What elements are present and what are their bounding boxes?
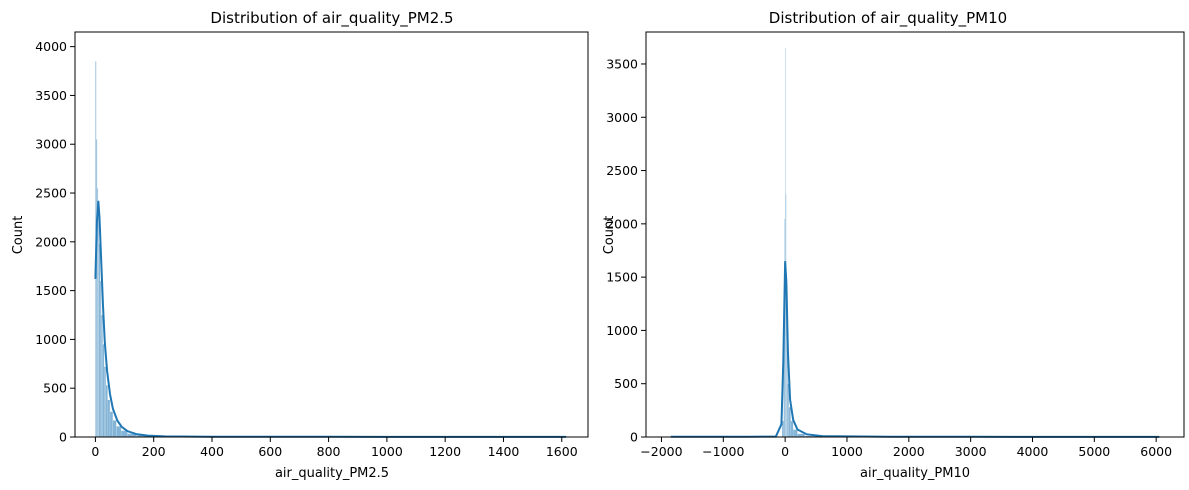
axes-frame	[645, 31, 1185, 438]
x-tick-label: 800	[317, 444, 341, 459]
histogram-bar	[788, 407, 791, 438]
histogram-bar	[102, 344, 105, 438]
x-tick-label: 200	[142, 444, 166, 459]
histogram-bar	[793, 429, 798, 438]
histogram-bar	[99, 280, 102, 438]
x-tick-label: 600	[258, 444, 282, 459]
y-tick-label: 500	[614, 376, 638, 391]
x-axis-label: air_quality_PM2.5	[275, 466, 389, 481]
y-tick-label: 2500	[606, 163, 638, 178]
x-tick-label: 2000	[893, 444, 925, 459]
x-tick-label: 0	[781, 444, 789, 459]
histogram-bar	[101, 314, 103, 438]
y-tick-label: 0	[630, 430, 638, 445]
x-axis-ticks: 0 200 400 600 800 1000 1200 1400 1600	[91, 437, 578, 459]
x-tick-label: 1000	[371, 444, 403, 459]
histogram-bar	[96, 139, 98, 438]
x-axis-ticks: −2000 −1000 0 1000 2000 3000 4000 5000 6000	[640, 437, 1172, 459]
y-tick-label: 1000	[606, 323, 638, 338]
x-tick-label: 3000	[955, 444, 987, 459]
x-tick-label: 1400	[488, 444, 520, 459]
y-axis-label: Count	[11, 216, 26, 255]
x-tick-label: 4000	[1017, 444, 1049, 459]
histogram-bar	[790, 420, 794, 438]
x-tick-label: 5000	[1078, 444, 1110, 459]
x-tick-label: 6000	[1140, 444, 1172, 459]
chart-title: Distribution of air_quality_PM2.5	[210, 9, 453, 28]
histogram-bar	[112, 420, 117, 438]
y-tick-label: 3000	[35, 137, 67, 152]
y-tick-label: 3000	[606, 110, 638, 125]
y-axis-ticks: 0 500 1000 1500 2000 2500 3000 3500 4000	[35, 39, 75, 445]
y-tick-label: 500	[43, 381, 67, 396]
plot-area	[94, 61, 567, 438]
y-tick-label: 0	[59, 430, 67, 445]
plot-area	[670, 47, 1160, 438]
kde-line	[670, 261, 1160, 438]
kde-line	[94, 200, 567, 438]
y-tick-label: 2000	[35, 234, 67, 249]
x-tick-label: −2000	[640, 444, 682, 459]
axes-frame	[74, 31, 589, 438]
histogram-bar	[107, 399, 111, 438]
histogram-bar	[97, 200, 99, 438]
x-tick-label: 1600	[546, 444, 578, 459]
x-tick-label: 1000	[831, 444, 863, 459]
histogram-bar	[105, 385, 108, 438]
y-tick-label: 3500	[35, 88, 67, 103]
histogram-bar	[104, 366, 106, 438]
subplot-pm10: Distribution of air_quality_PM10 −2000 −1…	[602, 9, 1185, 481]
x-tick-label: 400	[200, 444, 224, 459]
histogram-bar	[116, 426, 122, 438]
subplot-pm25: Distribution of air_quality_PM2.5 0 200 40…	[11, 9, 589, 481]
y-tick-label: 1500	[606, 270, 638, 285]
y-tick-label: 1000	[35, 332, 67, 347]
x-tick-label: −1000	[702, 444, 744, 459]
y-tick-label: 3500	[606, 56, 638, 71]
histogram-bar	[787, 383, 789, 438]
histogram-bar	[98, 243, 101, 438]
histogram-bar	[109, 411, 113, 438]
y-axis-label: Count	[602, 216, 617, 255]
y-tick-label: 4000	[35, 39, 67, 54]
y-tick-label: 2000	[606, 216, 638, 231]
x-tick-label: 1200	[429, 444, 461, 459]
x-axis-label: air_quality_PM10	[860, 466, 970, 481]
y-axis-ticks: 0 500 1000 1500 2000 2500 3000 3500	[606, 56, 646, 445]
y-tick-label: 2500	[35, 186, 67, 201]
x-tick-label: 0	[91, 444, 99, 459]
y-tick-label: 1500	[35, 283, 67, 298]
chart-title: Distribution of air_quality_PM10	[769, 9, 1007, 28]
